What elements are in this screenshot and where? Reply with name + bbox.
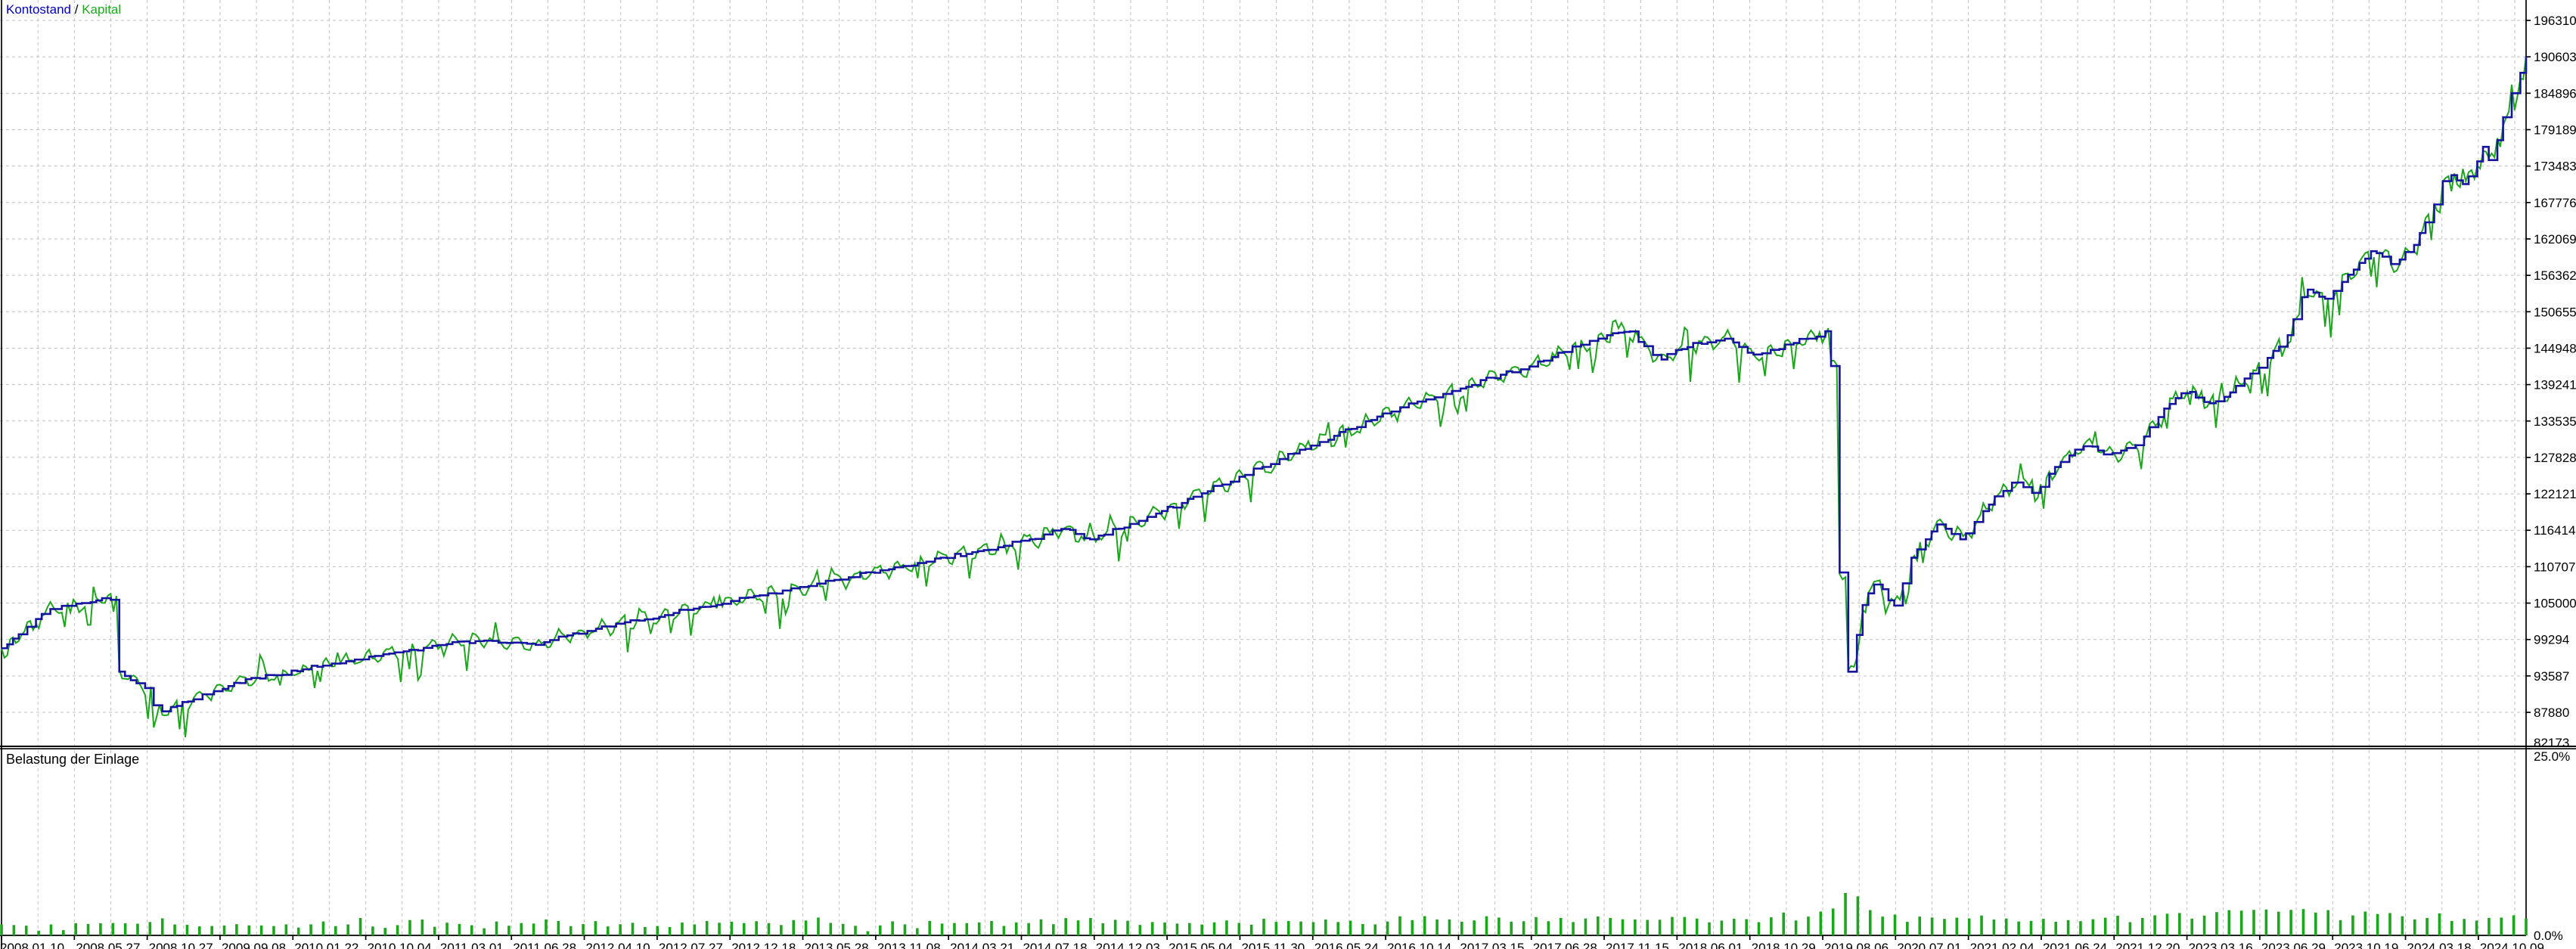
- svg-text:2021.02.04: 2021.02.04: [1970, 941, 2034, 949]
- svg-text:2010.10.04: 2010.10.04: [368, 941, 432, 949]
- svg-text:82173: 82173: [2534, 736, 2569, 750]
- svg-text:122121: 122121: [2534, 487, 2576, 501]
- svg-text:127828: 127828: [2534, 451, 2576, 465]
- svg-text:2018.10.29: 2018.10.29: [1752, 941, 1816, 949]
- svg-text:179189: 179189: [2534, 123, 2576, 137]
- svg-text:2012.07.27: 2012.07.27: [659, 941, 723, 949]
- svg-text:2019.08.06: 2019.08.06: [1824, 941, 1889, 949]
- svg-text:116414: 116414: [2534, 523, 2575, 538]
- svg-text:2020.07.01: 2020.07.01: [1897, 941, 1961, 949]
- svg-text:99294: 99294: [2534, 633, 2569, 647]
- svg-text:2017.03.15: 2017.03.15: [1460, 941, 1524, 949]
- svg-text:167776: 167776: [2534, 196, 2576, 210]
- svg-text:2014.03.21: 2014.03.21: [950, 941, 1014, 949]
- svg-text:2008.10.27: 2008.10.27: [149, 941, 213, 949]
- svg-text:2021.12.20: 2021.12.20: [2115, 941, 2180, 949]
- svg-text:133535: 133535: [2534, 414, 2576, 429]
- svg-text:2018.06.01: 2018.06.01: [1678, 941, 1743, 949]
- svg-text:2011.03.01: 2011.03.01: [440, 941, 504, 949]
- svg-text:2010.01.22: 2010.01.22: [294, 941, 358, 949]
- svg-text:2013.11.08: 2013.11.08: [877, 941, 941, 949]
- svg-text:2023.06.29: 2023.06.29: [2261, 941, 2326, 949]
- svg-text:Belastung der Einlage: Belastung der Einlage: [6, 752, 139, 767]
- svg-text:2023.10.19: 2023.10.19: [2334, 941, 2398, 949]
- svg-text:144948: 144948: [2534, 341, 2576, 355]
- svg-text:139241: 139241: [2534, 378, 2576, 392]
- svg-text:25.0%: 25.0%: [2534, 749, 2570, 764]
- svg-text:2017.06.28: 2017.06.28: [1533, 941, 1597, 949]
- svg-text:2011.06.28: 2011.06.28: [513, 941, 576, 949]
- svg-text:93587: 93587: [2534, 669, 2569, 684]
- svg-text:2015.11.30: 2015.11.30: [1241, 941, 1305, 949]
- svg-text:196310: 196310: [2534, 14, 2576, 28]
- svg-text:2024.03.18: 2024.03.18: [2407, 941, 2472, 949]
- svg-text:105000: 105000: [2534, 597, 2576, 611]
- svg-text:2013.05.28: 2013.05.28: [805, 941, 869, 949]
- svg-text:2015.05.04: 2015.05.04: [1169, 941, 1233, 949]
- svg-text:2021.06.24: 2021.06.24: [2043, 941, 2107, 949]
- svg-text:2009.09.08: 2009.09.08: [222, 941, 286, 949]
- svg-text:162069: 162069: [2534, 232, 2576, 247]
- svg-text:2008.01.10: 2008.01.10: [0, 941, 64, 949]
- svg-text:87880: 87880: [2534, 706, 2569, 720]
- svg-text:2012.12.18: 2012.12.18: [731, 941, 796, 949]
- svg-text:2024.10.09: 2024.10.09: [2480, 941, 2544, 949]
- svg-text:173483: 173483: [2534, 160, 2576, 174]
- svg-text:184896: 184896: [2534, 86, 2576, 101]
- svg-text:2016.05.24: 2016.05.24: [1314, 941, 1379, 949]
- svg-text:2017.11.15: 2017.11.15: [1606, 941, 1669, 949]
- svg-text:190603: 190603: [2534, 50, 2576, 64]
- svg-text:2023.03.16: 2023.03.16: [2189, 941, 2253, 949]
- svg-text:Kontostand / Kapital: Kontostand / Kapital: [6, 2, 121, 17]
- svg-text:2008.05.27: 2008.05.27: [76, 941, 140, 949]
- svg-text:2014.07.18: 2014.07.18: [1023, 941, 1087, 949]
- svg-text:2016.10.14: 2016.10.14: [1387, 941, 1451, 949]
- svg-text:2014.12.03: 2014.12.03: [1096, 941, 1160, 949]
- svg-text:156362: 156362: [2534, 268, 2576, 283]
- svg-text:150655: 150655: [2534, 305, 2576, 319]
- svg-text:2012.04.10: 2012.04.10: [586, 941, 650, 949]
- svg-text:110707: 110707: [2534, 560, 2575, 574]
